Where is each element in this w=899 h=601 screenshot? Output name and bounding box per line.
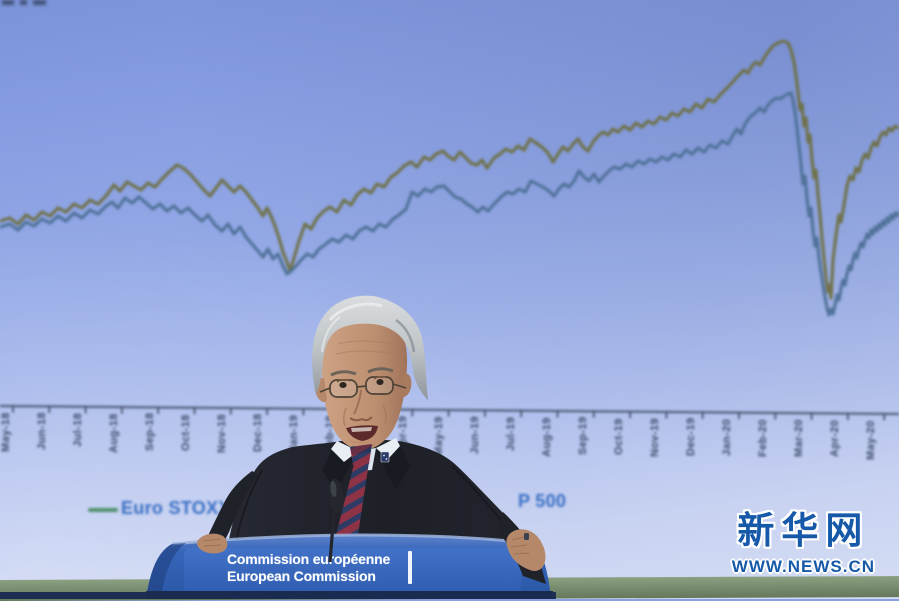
lapel-pin xyxy=(380,451,390,463)
podium-white-bar xyxy=(408,551,412,584)
legend-label: P 500 xyxy=(518,491,567,511)
right-eye xyxy=(376,379,384,385)
legend-dash xyxy=(88,508,118,512)
series-line-euro-stoxx xyxy=(0,91,899,317)
legend-label: Euro STOXX xyxy=(121,498,231,518)
left-eye xyxy=(339,382,347,388)
tie xyxy=(334,444,372,548)
xinhua-url: WWW.NEWS.CN xyxy=(731,557,875,576)
microphone xyxy=(328,478,344,563)
xinhua-brand: 新华网 xyxy=(737,510,870,551)
series-line-s-p-500 xyxy=(0,39,899,300)
left-hand xyxy=(196,471,258,554)
head xyxy=(312,295,428,450)
right-hand xyxy=(498,512,546,584)
xinhua-watermark: 新华网 WWW.NEWS.CN xyxy=(732,500,875,577)
podium-line-fr: Commission européenne xyxy=(227,551,391,567)
glasses xyxy=(319,376,407,398)
podium-line-en: European Commission xyxy=(227,567,376,584)
cropped-chart-title-fragment xyxy=(2,0,52,5)
podium-banner-text: Commission européenne European Commissio… xyxy=(227,551,390,584)
